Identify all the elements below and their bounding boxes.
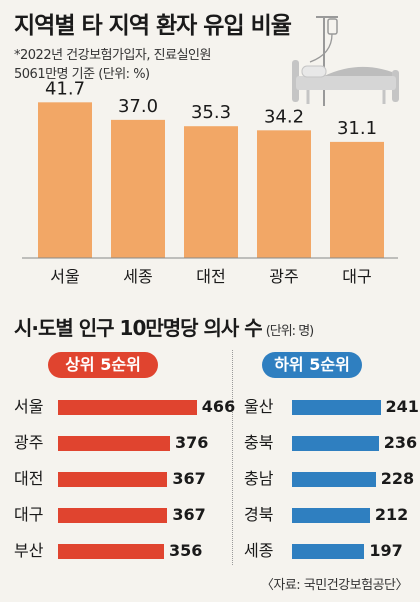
inflow-category-label-0: 서울 <box>50 267 79 286</box>
top5-row-1: 광주 376 <box>14 430 224 456</box>
inflow-bar-1 <box>111 119 165 258</box>
bottom5-row-0: 울산 241 <box>244 394 419 420</box>
bottom5-row-1: 충북 236 <box>244 430 418 456</box>
chart-note-line2: 5061만명 기준 (단위: %) <box>14 67 150 82</box>
inflow-value-label-4: 31.1 <box>337 118 377 139</box>
inflow-category-label-3: 광주 <box>269 267 298 286</box>
bottom5-category-label-1: 충북 <box>244 433 274 452</box>
top5-bar-2 <box>58 472 168 487</box>
chart-title: 지역별 타 지역 환자 유입 비율 <box>14 13 292 39</box>
source-note: 〈자료: 국민건강보험공단〉 <box>260 578 409 593</box>
bottom5-value-label-3: 212 <box>374 505 409 524</box>
top5-category-label-4: 부산 <box>14 541 44 560</box>
hospital-bed-icon <box>292 16 399 106</box>
top5-bar-4 <box>58 544 165 559</box>
bottom5-category-label-2: 충남 <box>244 469 274 488</box>
bottom5-value-label-0: 241 <box>385 397 419 416</box>
section2-title-text: 시·도별 인구 10만명당 의사 수 <box>14 316 263 340</box>
top5-value-label-3: 367 <box>172 505 206 524</box>
top5-bar-1 <box>58 436 170 451</box>
inflow-category-label-4: 대구 <box>342 267 371 286</box>
inflow-bar-chart: 41.7 서울 37.0 세종 35.3 대전 34.2 광주 31.1 대구 <box>22 78 398 286</box>
top5-category-label-0: 서울 <box>14 397 44 416</box>
bottom5-bar-1 <box>292 436 379 451</box>
inflow-bar-4 <box>330 141 384 258</box>
top5-value-label-0: 466 <box>201 397 236 416</box>
top5-row-3: 대구 367 <box>14 502 224 528</box>
top5-bar-0 <box>58 400 197 415</box>
inflow-value-label-3: 34.2 <box>264 106 304 127</box>
bottom5-value-label-2: 228 <box>380 469 415 488</box>
top5-category-label-3: 대구 <box>14 505 44 524</box>
bottom5-row-3: 경북 212 <box>244 502 414 528</box>
bottom5-bar-3 <box>292 508 370 523</box>
inflow-bar-0 <box>38 102 92 258</box>
top5-category-label-1: 광주 <box>14 433 44 452</box>
bottom5-row-4: 세종 197 <box>244 538 414 564</box>
top5-bar-3 <box>58 508 168 523</box>
bottom5-category-label-0: 울산 <box>244 397 274 416</box>
bottom5-bar-4 <box>292 544 365 559</box>
top5-category-label-2: 대전 <box>14 469 44 488</box>
bottom5-badge: 하위 5순위 <box>262 352 362 378</box>
top5-value-label-1: 376 <box>175 433 209 452</box>
bottom5-bar-2 <box>292 472 376 487</box>
section2-title: 시·도별 인구 10만명당 의사 수 (단위: 명) <box>14 312 315 341</box>
chart-note: *2022년 건강보험가입자, 진료실인원 5061만명 기준 (단위: %) <box>14 46 211 84</box>
bottom5-row-2: 충남 228 <box>244 466 414 492</box>
bottom5-value-label-4: 197 <box>369 541 403 560</box>
top5-badge: 상위 5순위 <box>48 352 158 378</box>
top5-value-label-2: 367 <box>172 469 206 488</box>
inflow-category-label-2: 대전 <box>196 267 225 286</box>
panel-divider <box>232 350 233 565</box>
bottom5-value-label-1: 236 <box>383 433 418 452</box>
top5-value-label-4: 356 <box>169 541 203 560</box>
bottom5-category-label-3: 경북 <box>244 505 274 524</box>
top5-row-2: 대전 367 <box>14 466 224 492</box>
bottom5-category-label-4: 세종 <box>244 541 274 560</box>
inflow-value-label-2: 35.3 <box>191 102 231 123</box>
top5-row-4: 부산 356 <box>14 538 224 564</box>
inflow-category-label-1: 세종 <box>123 267 152 286</box>
inflow-value-label-0: 41.7 <box>45 78 85 99</box>
section2-unit: (단위: 명) <box>265 324 315 339</box>
top5-row-0: 서울 466 <box>14 394 235 420</box>
bottom5-bar-0 <box>292 400 381 415</box>
chart-note-line1: *2022년 건강보험가입자, 진료실인원 <box>14 48 211 63</box>
inflow-bar-2 <box>184 126 238 258</box>
inflow-value-label-1: 37.0 <box>118 96 158 117</box>
inflow-bar-3 <box>257 130 311 258</box>
